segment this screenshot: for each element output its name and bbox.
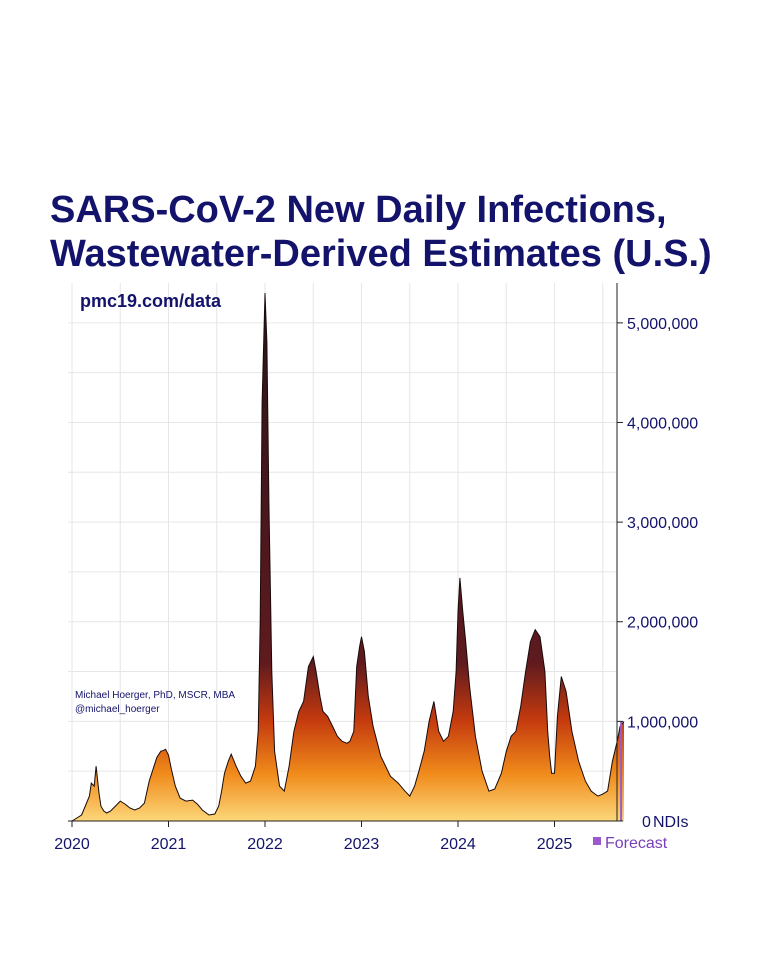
x-tick-label: 2024 [440,836,476,853]
x-tick-label: 2021 [151,836,187,853]
source-label: pmc19.com/data [80,291,222,311]
x-tick-label: 2025 [537,836,573,853]
y-tick-label: 4,000,000 [627,415,698,432]
y-tick-label: 0 [642,814,651,831]
forecast-legend-label: Forecast [605,835,668,852]
x-tick-label: 2022 [247,836,283,853]
credit-author: Michael Hoerger, PhD, MSCR, MBA [75,690,235,701]
y-axis: 0 1,000,000 2,000,000 3,000,000 4,000,000 5,0… [617,316,698,831]
x-tick-label: 2020 [54,836,90,853]
y-tick-label: 5,000,000 [627,316,698,333]
y-tick-label: 3,000,000 [627,515,698,532]
y-tick-label: 2,000,000 [627,615,698,632]
chart-title-line-1: SARS-CoV-2 New Daily Infections, [50,189,667,231]
infections-area [72,293,624,821]
infections-outline [71,292,625,822]
y-axis-unit-label: NDIs [653,814,689,831]
x-axis: 2020 2021 2022 2023 2024 2025 [54,821,572,853]
chart-title-line-2: Wastewater-Derived Estimates (U.S.) [50,233,712,275]
chart-title: SARS-CoV-2 New Daily Infections, Wastewa… [50,188,750,276]
y-tick-label: 1,000,000 [627,714,698,731]
forecast-band [620,721,623,821]
forecast-legend-swatch [593,837,601,845]
credit-handle: @michael_hoerger [75,704,160,715]
x-tick-label: 2023 [344,836,380,853]
